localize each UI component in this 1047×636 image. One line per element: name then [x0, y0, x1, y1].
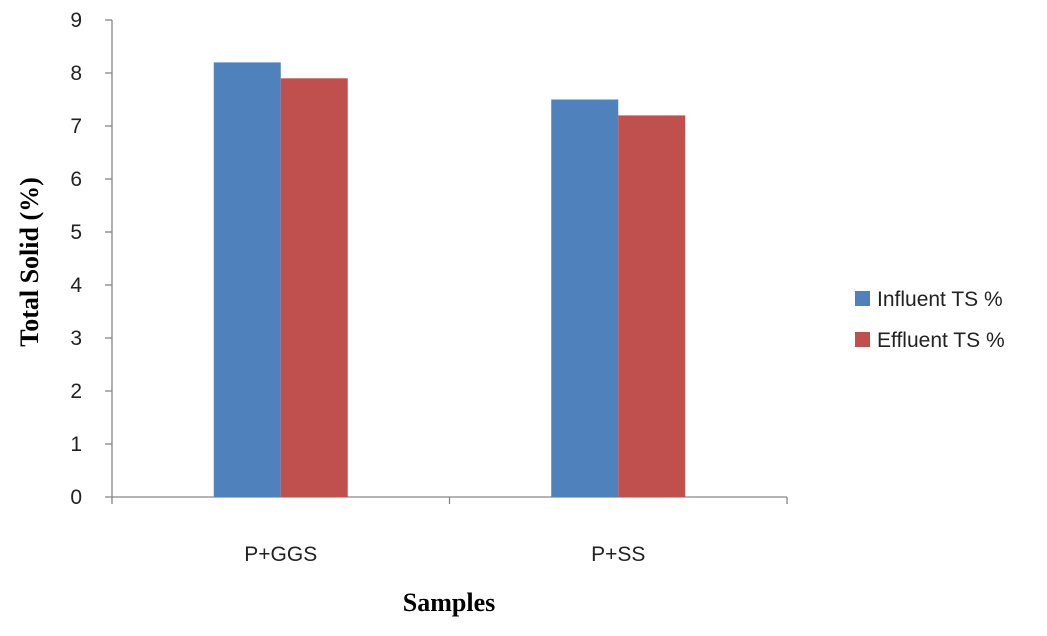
x-tick-label: P+SS	[591, 543, 645, 566]
bar-influent-ts--p-ss	[551, 99, 619, 497]
legend-swatch	[855, 332, 870, 347]
bar-effluent-ts--p-ggs	[280, 78, 348, 498]
y-tick-label: 8	[70, 62, 82, 85]
legend-label: Effluent TS %	[877, 329, 1005, 352]
x-axis: P+GGS P+SS	[111, 496, 788, 566]
bars	[213, 62, 686, 498]
x-tick-label: P+GGS	[244, 543, 317, 566]
y-tick-label: 0	[70, 486, 82, 509]
bar-effluent-ts--p-ss	[618, 115, 686, 498]
y-tick-label: 5	[70, 221, 82, 244]
y-tick-label: 1	[70, 433, 82, 456]
bar-influent-ts--p-ggs	[213, 62, 281, 498]
y-tick-label: 6	[70, 168, 82, 191]
y-axis-title: Total Solid (%)	[15, 177, 44, 347]
legend: Influent TS % Effluent TS %	[855, 288, 1005, 352]
y-tick-label: 3	[70, 327, 82, 350]
y-tick-label: 4	[70, 274, 82, 297]
legend-label: Influent TS %	[877, 288, 1003, 311]
y-tick-label: 7	[70, 115, 82, 138]
y-tick-label: 9	[70, 9, 82, 32]
legend-swatch	[855, 291, 870, 306]
x-axis-title: Samples	[403, 588, 495, 617]
y-tick-label: 2	[70, 380, 82, 403]
y-axis: 0 1 2 3 4 5 6 7 8 9	[70, 9, 113, 509]
